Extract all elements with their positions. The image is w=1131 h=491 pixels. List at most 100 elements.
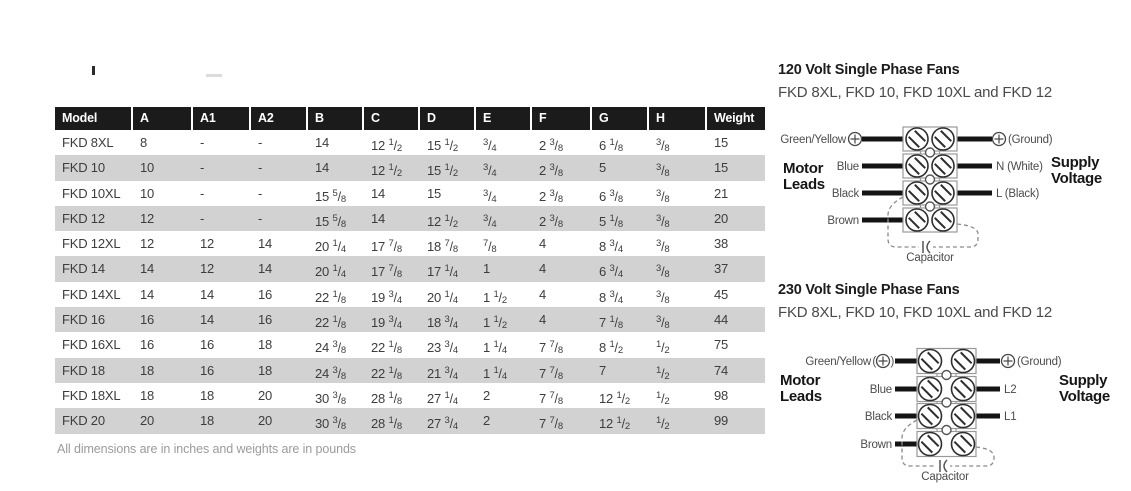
cell-h: 3/8 — [656, 162, 670, 180]
cell-weight: 21 — [714, 185, 729, 201]
cell-a: 20 — [140, 413, 155, 429]
cell-g: 12 1/2 — [599, 389, 630, 407]
cell-c: 19 3/4 — [371, 288, 402, 306]
cell-model: FKD 14 — [62, 261, 105, 277]
table-row: FKD 20 20 18 20 30 3/8 28 1/8 27 3/4 2 7 7/8 12 1… — [55, 408, 765, 434]
column-header-e: E — [476, 107, 532, 130]
cell-g: 7 — [599, 362, 607, 378]
cell-a2: 14 — [258, 236, 273, 252]
capacitor-wiring — [950, 446, 995, 467]
cell-f: 7 7/8 — [539, 364, 563, 382]
cell-g: 6 1/8 — [599, 137, 623, 154]
table-row: FKD 12XL 12 12 14 20 1/4 17 7/8 18 7/8 7/8 4 8 3/… — [55, 231, 765, 256]
cell-c: 14 — [371, 185, 386, 201]
cell-e: 3/4 — [483, 162, 497, 180]
cell-a: 14 — [140, 261, 155, 277]
cell-g: 8 3/4 — [599, 288, 623, 306]
column-header-a1: A1 — [193, 107, 251, 130]
terminal-screw-icon — [950, 348, 976, 374]
block-link-hole — [941, 397, 952, 408]
dimensions-table: Model A A1 A2 B C D E F G H Weight FKD 8XL 8- -14 12 1… — [55, 107, 765, 434]
table-row: FKD 16 16 14 16 22 1/8 19 3/4 18 3/4 1 1/2 4 7 1/… — [55, 307, 765, 333]
table-row: FKD 14 14 12 14 20 1/4 17 7/8 17 1/4 1 4 6 3/4 3/8… — [55, 256, 765, 282]
cell-a1: 18 — [200, 413, 215, 429]
cell-h: 3/8 — [656, 137, 670, 154]
cell-a: 16 — [140, 312, 155, 328]
cell-model: FKD 16XL — [62, 337, 121, 353]
diagram-subtitle: FKD 8XL, FKD 10, FKD 10XL and FKD 12 — [778, 304, 1053, 321]
cell-weight: 74 — [714, 362, 729, 378]
supply-terminal-label: (Ground) — [1008, 134, 1053, 146]
wiring-diagram-120v: 120 Volt Single Phase Fans FKD 8XL, FKD … — [778, 62, 1131, 282]
lead-label: Green/Yellow — [780, 134, 846, 146]
column-header-model: Model — [55, 107, 133, 130]
cell-d: 18 3/4 — [427, 314, 458, 332]
cell-e: 3/4 — [483, 212, 497, 230]
column-header-g: G — [592, 107, 649, 130]
cell-e: 1 1/4 — [483, 364, 507, 382]
terminal-screw-icon — [931, 127, 955, 151]
capacitor-label: Capacitor — [906, 252, 954, 264]
cell-model: FKD 18 — [62, 362, 105, 378]
lead-label: Green/Yellow — [805, 356, 871, 368]
cell-model: FKD 12 — [62, 210, 105, 226]
cell-b: 20 1/4 — [315, 238, 346, 256]
cell-b: 22 1/8 — [315, 288, 346, 306]
lead-label: Brown — [860, 439, 892, 451]
cell-d: 15 — [427, 185, 442, 201]
cell-weight: 15 — [714, 160, 729, 176]
cell-d: 23 3/4 — [427, 339, 458, 357]
cell-a1: - — [200, 135, 205, 150]
cell-a2: 18 — [258, 337, 273, 353]
cell-b: 22 1/8 — [315, 314, 346, 332]
terminal-screw-icon — [917, 403, 943, 429]
table-row: FKD 18 18 16 18 24 3/8 22 1/8 21 3/4 1 1/4 7 7/8… — [55, 357, 765, 383]
capacitor-wiring — [933, 223, 979, 248]
capacitor-wiring — [901, 419, 936, 467]
cell-h: 3/8 — [656, 212, 670, 230]
supply-voltage-caption: Voltage — [1051, 170, 1102, 187]
cell-h: 3/8 — [656, 288, 670, 306]
supply-voltage-caption: Voltage — [1059, 388, 1110, 405]
cell-g: 5 1/8 — [599, 212, 623, 230]
cell-h: 1/2 — [656, 389, 670, 407]
cell-h: 1/2 — [656, 339, 670, 357]
column-header-f: F — [532, 107, 592, 130]
cell-c: 28 1/8 — [371, 389, 402, 407]
cell-a2: - — [258, 210, 263, 226]
lead-label: Brown — [827, 215, 859, 227]
lead-label: Black — [865, 411, 893, 423]
cell-a: 10 — [140, 160, 155, 176]
cell-e: 1 1/4 — [483, 339, 507, 357]
cell-a2: - — [258, 135, 263, 150]
cell-a2: - — [258, 185, 263, 201]
cell-e: 7/8 — [483, 238, 497, 256]
cell-weight: 38 — [714, 236, 729, 252]
terminal-screw-icon — [905, 181, 929, 205]
wiring-schematic: Green/Yellow Blue Black Brown (Ground) N (Wh… — [778, 115, 1131, 280]
cell-a1: 18 — [200, 387, 215, 403]
cell-g: 6 3/8 — [599, 187, 623, 205]
cell-a1: 14 — [200, 312, 215, 328]
cell-b: 14 — [315, 160, 330, 176]
cell-b: 24 3/8 — [315, 339, 346, 357]
ground-screw-icon — [991, 131, 1007, 147]
cell-h: 3/8 — [656, 314, 670, 332]
cell-d: 20 1/4 — [427, 288, 458, 306]
capacitor-wiring — [887, 196, 919, 248]
paren: ( — [872, 356, 876, 368]
cell-b: 14 — [315, 135, 330, 150]
table-header-row: Model A A1 A2 B C D E F G H Weight — [55, 107, 765, 130]
wiring-schematic: Green/Yellow Blue Black Brown () (Ground) L2 L… — [778, 335, 1131, 491]
terminal-screw-icon — [931, 208, 955, 232]
lead-label: Blue — [837, 161, 859, 173]
cell-c: 22 1/8 — [371, 364, 402, 382]
table-footnote: All dimensions are in inches and weights… — [57, 442, 356, 456]
cell-e: 2 — [483, 387, 491, 403]
cell-a1: 16 — [200, 362, 215, 378]
block-link-hole — [924, 174, 936, 185]
cell-d: 27 1/4 — [427, 389, 458, 407]
cell-d: 15 1/2 — [427, 137, 458, 154]
cell-c: 17 7/8 — [371, 263, 402, 281]
wiring-diagram-230v: 230 Volt Single Phase Fans FKD 8XL, FKD … — [778, 282, 1131, 491]
